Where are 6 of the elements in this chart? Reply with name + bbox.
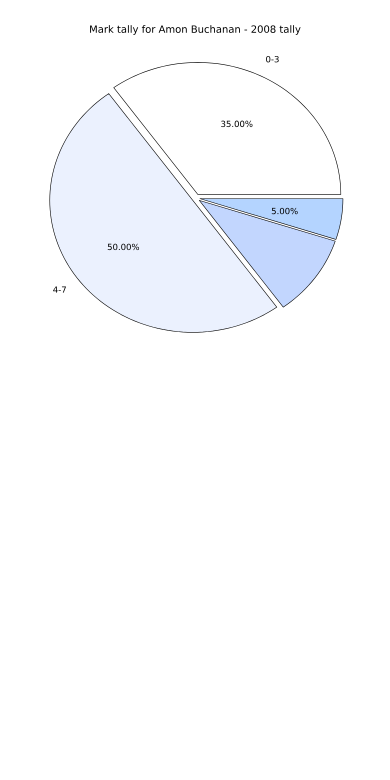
- slice-label: 4-7: [53, 286, 66, 293]
- slice-label: 0-3: [266, 56, 279, 62]
- data-label: 35.00%: [221, 120, 252, 128]
- chart-title: Mark tally for Amon Buchanan - 2008 tally: [90, 25, 301, 35]
- data-label: 50.00%: [108, 244, 140, 250]
- data-label: 5.00%: [272, 208, 298, 214]
